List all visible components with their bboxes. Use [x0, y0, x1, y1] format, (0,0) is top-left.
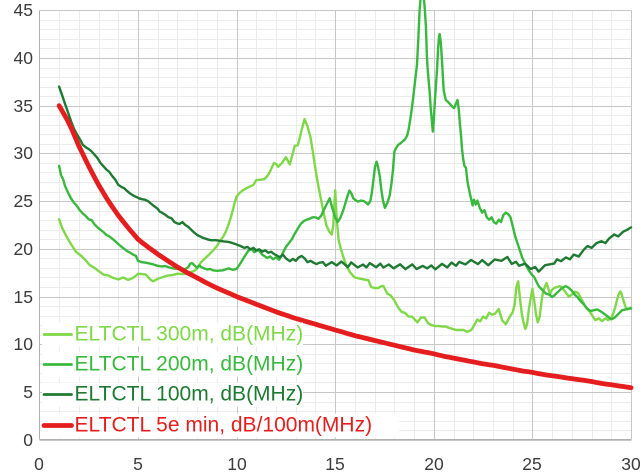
- svg-text:5: 5: [133, 454, 143, 474]
- svg-text:25: 25: [14, 191, 33, 211]
- svg-text:15: 15: [325, 454, 344, 474]
- svg-text:30: 30: [621, 454, 641, 474]
- svg-text:ELTCTL 300m, dB(MHz): ELTCTL 300m, dB(MHz): [75, 323, 304, 346]
- svg-text:35: 35: [14, 96, 33, 116]
- svg-text:ELTCTL 200m, dB(MHz): ELTCTL 200m, dB(MHz): [75, 353, 304, 376]
- svg-text:5: 5: [23, 382, 33, 402]
- svg-text:20: 20: [424, 454, 444, 474]
- svg-text:45: 45: [14, 0, 33, 20]
- svg-text:15: 15: [14, 287, 33, 307]
- svg-text:0: 0: [34, 454, 44, 474]
- svg-text:30: 30: [14, 143, 34, 163]
- svg-text:20: 20: [14, 239, 34, 259]
- svg-text:ELTCTL 100m, dB(MHz): ELTCTL 100m, dB(MHz): [75, 383, 304, 406]
- svg-text:10: 10: [227, 454, 247, 474]
- svg-text:25: 25: [522, 454, 541, 474]
- svg-text:0: 0: [23, 430, 33, 450]
- svg-text:ELTCTL 5e min, dB/100m(MHz): ELTCTL 5e min, dB/100m(MHz): [75, 414, 373, 437]
- svg-text:10: 10: [14, 334, 34, 354]
- svg-text:40: 40: [14, 48, 34, 68]
